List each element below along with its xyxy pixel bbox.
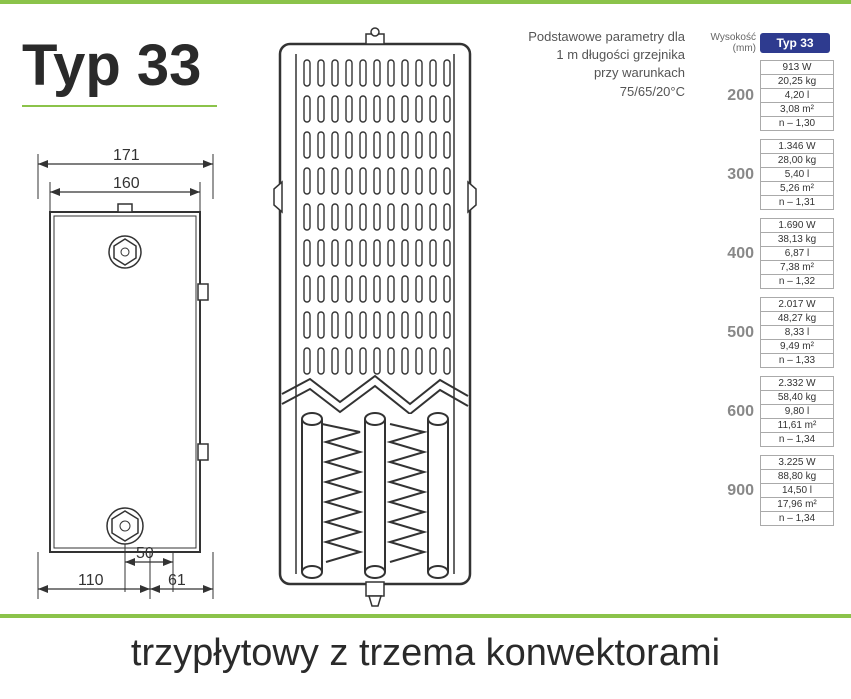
dim-right-offset: 61 [168,572,186,589]
spec-cells: 1.690 W38,13 kg6,87 l7,38 m²n – 1,32 [760,218,834,289]
dim-inner-width: 160 [113,175,140,192]
spec-cell: 2.332 W [761,377,833,391]
dim-left-offset: 110 [78,572,104,589]
spec-cell: 5,26 m² [761,182,833,196]
spec-header-badge: Typ 33 [760,33,830,53]
spec-group: 5002.017 W48,27 kg8,33 l9,49 m²n – 1,33 [696,297,841,368]
dimension-drawing: 171 160 [18,144,243,609]
spec-cell: 5,40 l [761,168,833,182]
spec-cell: 3,08 m² [761,103,833,117]
spec-header-label: Wysokość (mm) [696,32,760,54]
spec-height-label: 400 [696,218,760,289]
spec-cell: 3.225 W [761,456,833,470]
spec-cell: 8,33 l [761,326,833,340]
spec-cell: 28,00 kg [761,154,833,168]
spec-cell: n – 1,33 [761,354,833,367]
spec-height-label: 200 [696,60,760,131]
dim-outer-width: 171 [113,147,140,164]
spec-cells: 3.225 W88,80 kg14,50 l17,96 m²n – 1,34 [760,455,834,526]
page-title: Typ 33 [22,32,217,107]
spec-cell: n – 1,31 [761,196,833,209]
spec-cell: 58,40 kg [761,391,833,405]
spec-cell: 913 W [761,61,833,75]
spec-cell: 38,13 kg [761,233,833,247]
params-l2: 1 m długości grzejnika [510,46,685,64]
spec-cell: 7,38 m² [761,261,833,275]
spec-cells: 2.017 W48,27 kg8,33 l9,49 m²n – 1,33 [760,297,834,368]
dim-pipe-offset: 50 [136,545,154,562]
spec-cell: 48,27 kg [761,312,833,326]
spec-cell: 88,80 kg [761,470,833,484]
spec-height-label: 900 [696,455,760,526]
spec-group: 3001.346 W28,00 kg5,40 l5,26 m²n – 1,31 [696,139,841,210]
spec-group: 6002.332 W58,40 kg9,80 l11,61 m²n – 1,34 [696,376,841,447]
spec-cell: n – 1,32 [761,275,833,288]
spec-cell: 9,49 m² [761,340,833,354]
spec-cells: 2.332 W58,40 kg9,80 l11,61 m²n – 1,34 [760,376,834,447]
spec-cell: n – 1,30 [761,117,833,130]
spec-cell: 1.690 W [761,219,833,233]
spec-cells: 1.346 W28,00 kg5,40 l5,26 m²n – 1,31 [760,139,834,210]
spec-cell: 9,80 l [761,405,833,419]
params-l4: 75/65/20°C [510,83,685,101]
spec-group: 9003.225 W88,80 kg14,50 l17,96 m²n – 1,3… [696,455,841,526]
spec-cell: n – 1,34 [761,433,833,446]
spec-cell: n – 1,34 [761,512,833,525]
main-area: Typ 33 171 160 [0,4,851,614]
spec-cell: 4,20 l [761,89,833,103]
spec-cell: 20,25 kg [761,75,833,89]
spec-header-row: Wysokość (mm) Typ 33 [696,32,841,54]
spec-group: 4001.690 W38,13 kg6,87 l7,38 m²n – 1,32 [696,218,841,289]
spec-cell: 2.017 W [761,298,833,312]
spec-cell: 14,50 l [761,484,833,498]
spec-table: Wysokość (mm) Typ 33 200913 W20,25 kg4,2… [696,32,841,534]
spec-height-label: 600 [696,376,760,447]
spec-height-label: 300 [696,139,760,210]
spec-cell: 1.346 W [761,140,833,154]
radiator-cutaway-drawing [260,24,490,619]
spec-cell: 11,61 m² [761,419,833,433]
spec-group: 200913 W20,25 kg4,20 l3,08 m²n – 1,30 [696,60,841,131]
params-caption: Podstawowe parametry dla 1 m długości gr… [510,28,685,101]
spec-cell: 17,96 m² [761,498,833,512]
spec-height-label: 500 [696,297,760,368]
params-l1: Podstawowe parametry dla [510,28,685,46]
spec-cells: 913 W20,25 kg4,20 l3,08 m²n – 1,30 [760,60,834,131]
spec-cell: 6,87 l [761,247,833,261]
subtitle: trzypłytowy z trzema konwektorami [0,618,851,675]
params-l3: przy warunkach [510,64,685,82]
